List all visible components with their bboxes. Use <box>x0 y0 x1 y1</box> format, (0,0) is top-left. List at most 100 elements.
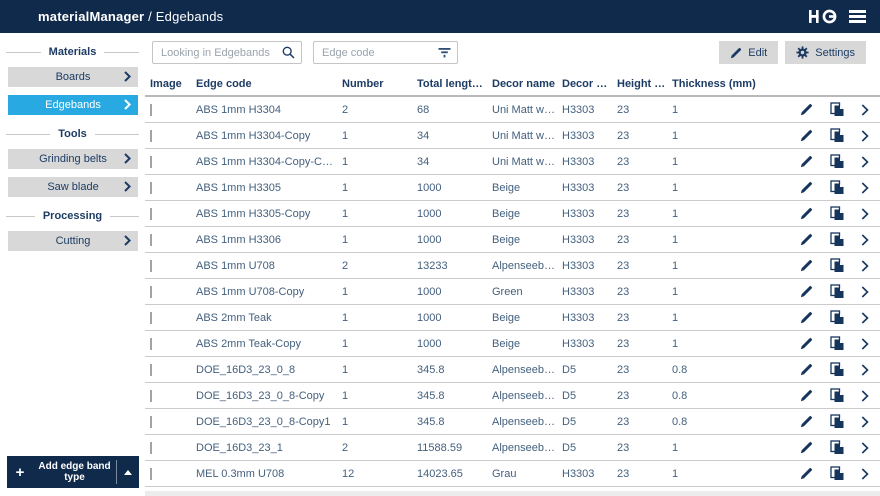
copy-icon[interactable] <box>830 388 844 403</box>
table-row[interactable]: ABS 1mm H3305 1 1000 Beige H3303 23 1 <box>145 175 880 201</box>
filter-icon[interactable] <box>438 46 451 64</box>
decor-name-cell: Alpenseeblau <box>492 363 559 376</box>
copy-icon[interactable] <box>830 180 844 195</box>
copy-icon[interactable] <box>830 284 844 299</box>
copy-icon[interactable] <box>830 336 844 351</box>
number-cell: 1 <box>342 415 349 428</box>
chevron-right-icon[interactable] <box>861 311 869 324</box>
table-row[interactable]: DOE_16D3_23_0_8-Copy1 1 345.8 Alpenseebl… <box>145 409 880 435</box>
pencil-icon[interactable] <box>800 441 813 454</box>
copy-icon[interactable] <box>830 102 844 117</box>
pencil-icon[interactable] <box>800 363 813 376</box>
pencil-icon[interactable] <box>800 129 813 142</box>
table-row[interactable]: MEL 0.3mm U708 12 14023.65 Grau H3303 23… <box>145 461 880 487</box>
chevron-right-icon[interactable] <box>861 285 869 298</box>
pencil-icon[interactable] <box>800 259 813 272</box>
sidebar-item-edgebands[interactable]: Edgebands <box>8 95 138 115</box>
col-header-height: Height (... <box>617 77 668 90</box>
edge-code-cell: MEL 0.3mm U708 <box>196 467 285 480</box>
search-input[interactable] <box>152 41 302 64</box>
image-cell <box>150 155 196 168</box>
caret-up-icon[interactable] <box>117 469 139 475</box>
table-row[interactable]: ABS 2mm Teak 1 1000 Beige H3303 23 1 <box>145 305 880 331</box>
chevron-right-icon[interactable] <box>861 181 869 194</box>
thickness-cell: 1 <box>672 337 679 350</box>
pencil-icon[interactable] <box>800 207 813 220</box>
col-header-total-length: Total length (m) <box>417 77 492 90</box>
table-row[interactable]: ABS 1mm U708-Copy 1 1000 Green H3303 23 … <box>145 279 880 305</box>
row-actions <box>772 336 880 351</box>
table-row[interactable]: ABS 1mm U708 2 13233 Alpenseeblau H3303 … <box>145 253 880 279</box>
pencil-icon[interactable] <box>800 285 813 298</box>
toolbar: Edit Settings <box>145 33 880 72</box>
sidebar: Materials Boards Edgebands Tools Grindin… <box>0 33 145 496</box>
chevron-right-icon[interactable] <box>861 363 869 376</box>
chevron-right-icon[interactable] <box>861 155 869 168</box>
number-cell: 1 <box>342 311 349 324</box>
total-length-cell: 1000 <box>417 207 442 220</box>
search-icon[interactable] <box>282 46 295 64</box>
table-row[interactable]: ABS 1mm H3304 2 68 Uni Matt wei... H3303… <box>145 97 880 123</box>
edge-code-filter-input[interactable] <box>313 41 458 64</box>
sidebar-item-saw-blade[interactable]: Saw blade <box>8 177 138 197</box>
copy-icon[interactable] <box>830 128 844 143</box>
chevron-right-icon[interactable] <box>861 129 869 142</box>
edge-code-cell: ABS 1mm H3306 <box>196 233 281 246</box>
table-row[interactable]: ABS 1mm H3304-Copy-Copy 1 34 Uni Matt we… <box>145 149 880 175</box>
chevron-right-icon[interactable] <box>861 259 869 272</box>
chevron-right-icon[interactable] <box>861 389 869 402</box>
pencil-icon[interactable] <box>800 415 813 428</box>
copy-icon[interactable] <box>830 232 844 247</box>
chevron-right-icon[interactable] <box>861 103 869 116</box>
chevron-right-icon[interactable] <box>861 337 869 350</box>
pencil-icon[interactable] <box>800 155 813 168</box>
pencil-icon[interactable] <box>800 103 813 116</box>
copy-icon[interactable] <box>830 154 844 169</box>
breadcrumb-separator: / <box>144 9 156 24</box>
pencil-icon[interactable] <box>800 467 813 480</box>
pencil-icon[interactable] <box>800 337 813 350</box>
decor-code-cell: H3303 <box>562 467 595 480</box>
col-header-number: Number <box>342 77 384 90</box>
copy-icon[interactable] <box>830 258 844 273</box>
copy-icon[interactable] <box>830 206 844 221</box>
copy-icon[interactable] <box>830 466 844 481</box>
chevron-right-icon[interactable] <box>861 233 869 246</box>
pencil-icon[interactable] <box>800 389 813 402</box>
edit-button[interactable]: Edit <box>719 41 779 64</box>
chevron-right-icon <box>124 71 132 85</box>
decor-name-cell: Grau <box>492 467 517 480</box>
hamburger-menu-icon[interactable] <box>849 10 866 23</box>
table-row[interactable]: ABS 1mm H3305-Copy 1 1000 Beige H3303 23… <box>145 201 880 227</box>
row-actions <box>772 102 880 117</box>
pencil-icon[interactable] <box>800 233 813 246</box>
copy-icon[interactable] <box>830 310 844 325</box>
settings-button[interactable]: Settings <box>785 41 866 64</box>
number-cell: 2 <box>342 441 349 454</box>
table-row[interactable]: DOE_16D3_23_0_8-Copy 1 345.8 Alpenseebla… <box>145 383 880 409</box>
chevron-right-icon[interactable] <box>861 441 869 454</box>
pencil-icon[interactable] <box>800 181 813 194</box>
number-cell: 1 <box>342 181 349 194</box>
table-row[interactable]: ABS 2mm Teak-Copy 1 1000 Beige H3303 23 … <box>145 331 880 357</box>
sidebar-item-grinding-belts[interactable]: Grinding belts <box>8 149 138 169</box>
chevron-right-icon[interactable] <box>861 467 869 480</box>
copy-icon[interactable] <box>830 362 844 377</box>
copy-icon[interactable] <box>830 440 844 455</box>
copy-icon[interactable] <box>830 414 844 429</box>
image-cell <box>150 103 196 116</box>
table-row[interactable]: ABS 1mm H3306 1 1000 Beige H3303 23 1 <box>145 227 880 253</box>
chevron-right-icon <box>124 181 132 195</box>
table-row[interactable]: DOE_16D3_23_1 2 11588.59 Alpenseeblau D5… <box>145 435 880 461</box>
table-row[interactable]: DOE_16D3_23_0_8 1 345.8 Alpenseeblau D5 … <box>145 357 880 383</box>
pencil-icon[interactable] <box>800 311 813 324</box>
sidebar-item-boards[interactable]: Boards <box>8 67 138 87</box>
sidebar-item-cutting[interactable]: Cutting <box>8 231 138 251</box>
height-cell: 23 <box>617 155 630 168</box>
edge-code-cell: ABS 1mm H3304-Copy <box>196 129 311 142</box>
decor-code-cell: H3303 <box>562 337 595 350</box>
chevron-right-icon[interactable] <box>861 207 869 220</box>
table-row[interactable]: ABS 1mm H3304-Copy 1 34 Uni Matt wei... … <box>145 123 880 149</box>
add-edge-band-type-button[interactable]: + Add edge band type <box>7 456 139 488</box>
chevron-right-icon[interactable] <box>861 415 869 428</box>
